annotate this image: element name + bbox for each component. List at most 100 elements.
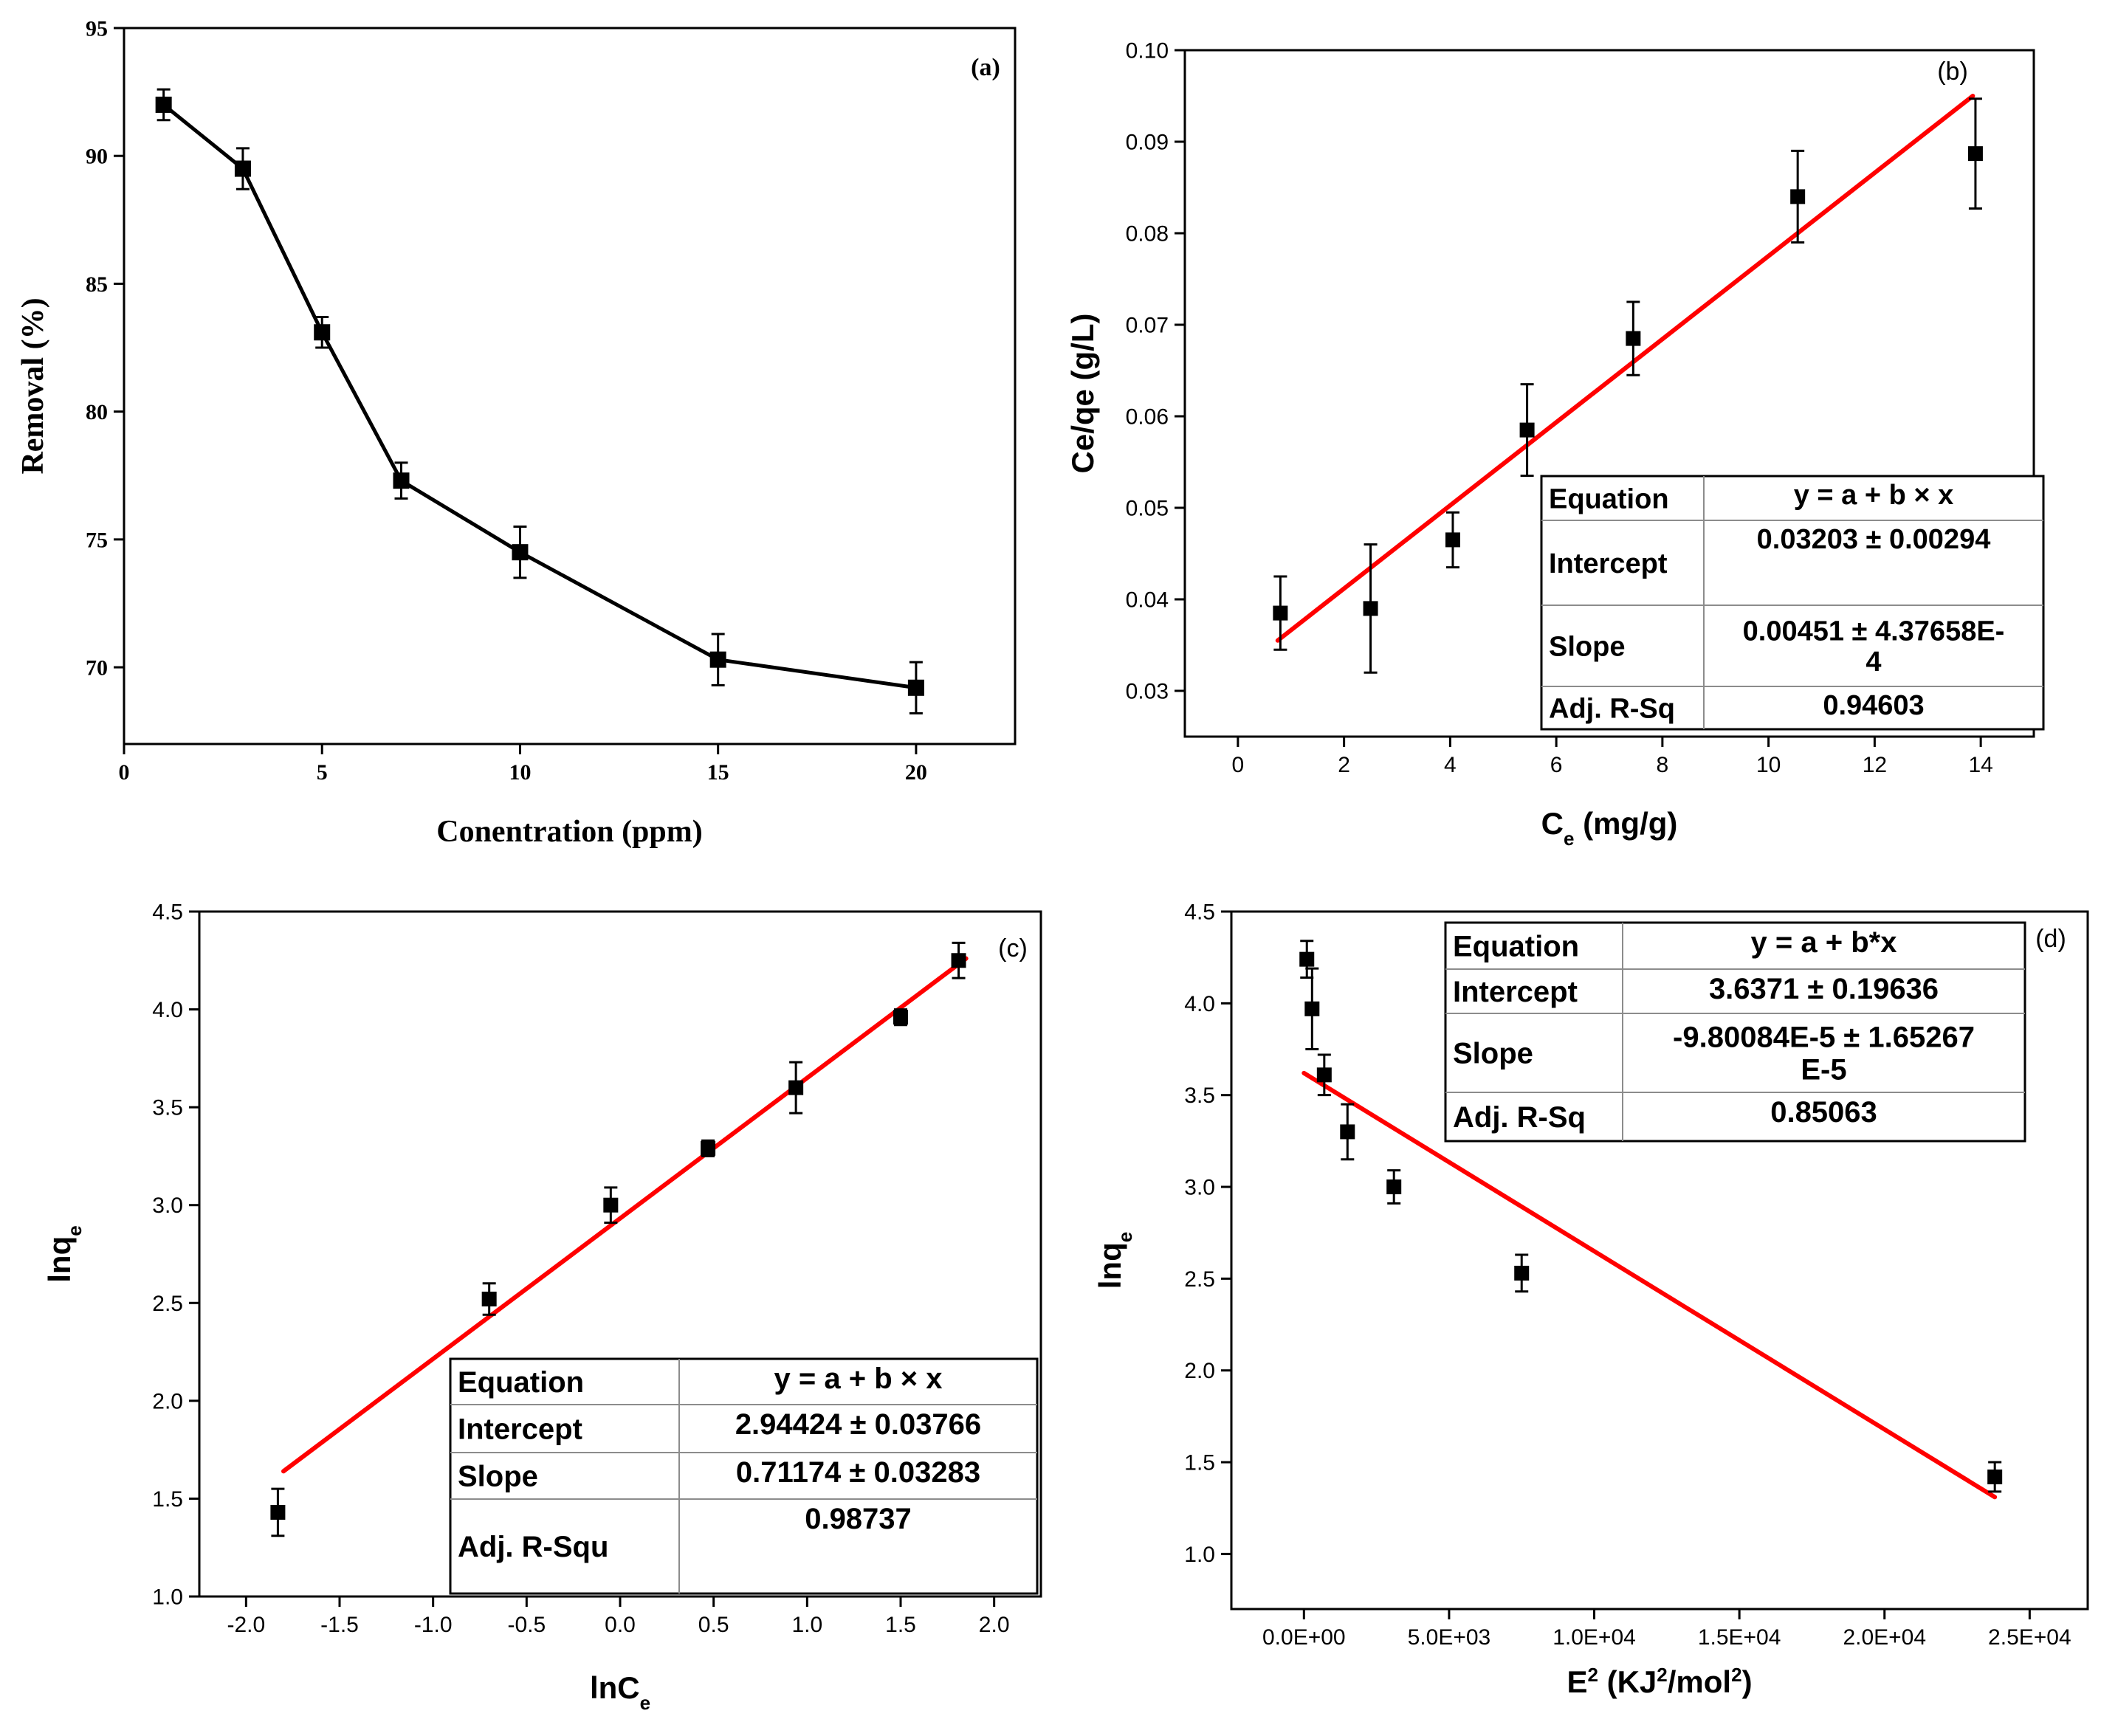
data-point-b bbox=[1273, 605, 1288, 621]
fit-table-value-line-d: E-5 bbox=[1801, 1054, 1846, 1086]
y-tick-label-d: 3.0 bbox=[1184, 1176, 1215, 1200]
y-tick-label-a: 90 bbox=[86, 145, 108, 169]
x-tick-label-c: 1.0 bbox=[791, 1613, 822, 1637]
x-tick-label-b: 12 bbox=[1863, 753, 1887, 777]
fit-table-value-line-d: y = a + b*x bbox=[1751, 926, 1897, 959]
chart-panel-c: -2.0 -1.5 -1.0 -0.5 0.0 0.5 1.0 1.5 2.0 1.0 1.5 2.0… bbox=[42, 900, 1042, 1714]
plot-frame-d bbox=[1230, 910, 2089, 1611]
y-axis-title-c-main: lnq bbox=[42, 1236, 77, 1283]
fit-table-key-c: Adj. R-Squ bbox=[458, 1531, 608, 1563]
x-tick-label-b: 4 bbox=[1444, 753, 1457, 777]
x-axis-title-d-superscript: 2 bbox=[1657, 1664, 1667, 1686]
fit-table-value-line-b: 0.94603 bbox=[1823, 690, 1924, 721]
fit-table-value-c: 0.71174 ± 0.03283 bbox=[736, 1456, 980, 1489]
x-tick-label-c: -1.5 bbox=[320, 1613, 359, 1637]
fit-table-value-b: 0.03203 ± 0.00294 bbox=[1757, 524, 1991, 555]
y-tick-label-b: 0.07 bbox=[1126, 314, 1169, 338]
fit-table-value-b: 0.00451 ± 4.37658E-4 bbox=[1743, 616, 2005, 678]
x-axis-title-b: Ce (mg/g) bbox=[1541, 806, 1678, 850]
y-axis-title-b: Ce/qe (g/L) bbox=[1065, 314, 1100, 474]
fit-line-c bbox=[281, 956, 969, 1474]
y-tick-label-b: 0.06 bbox=[1126, 405, 1169, 430]
plot-area-b: 0 2 4 6 8 10 12 14 0.03 0.04 0.05 0.06 0.07 0.08 0.09 0… bbox=[1126, 39, 2035, 777]
y-axis-title-c-sub: e bbox=[63, 1225, 86, 1236]
fit-table-value-c: y = a + b × x bbox=[774, 1363, 943, 1395]
chart-panel-b: 0 2 4 6 8 10 12 14 0.03 0.04 0.05 0.06 0.07 0.08 0.09 0… bbox=[1065, 39, 2045, 850]
data-point-b bbox=[1519, 422, 1535, 438]
fit-table-value-d: 0.85063 bbox=[1770, 1096, 1877, 1129]
fit-table-key-d: Adj. R-Sq bbox=[1453, 1101, 1586, 1134]
data-point-d bbox=[1987, 1469, 2003, 1484]
fit-table-d: Equation y = a + b*x Intercept 3.6371 ± 0.1… bbox=[1444, 921, 2026, 1143]
y-tick-label-d: 2.5 bbox=[1184, 1267, 1215, 1292]
panel-label-c: (c) bbox=[998, 934, 1028, 962]
y-tick-label-c: 3.5 bbox=[152, 1096, 183, 1120]
fit-table-value-d: -9.80084E-5 ± 1.65267 E-5 bbox=[1673, 1022, 1975, 1086]
y-tick-label-c: 3.0 bbox=[152, 1194, 183, 1218]
x-tick-label-d: 5.0E+03 bbox=[1408, 1625, 1491, 1650]
data-point-c bbox=[481, 1291, 497, 1306]
x-axis-title-c-main: lnC bbox=[590, 1670, 640, 1705]
data-point-b bbox=[1967, 146, 1983, 162]
fit-table-value-line-d: 3.6371 ± 0.19636 bbox=[1709, 973, 1939, 1005]
x-tick-label-b: 6 bbox=[1550, 753, 1563, 777]
fit-table-value-line-b: 0.00451 ± 4.37658E- bbox=[1743, 616, 2005, 647]
y-tick-label-a: 70 bbox=[86, 656, 108, 681]
data-point-a bbox=[314, 324, 331, 341]
x-axis-title-d-superscript: 2 bbox=[1587, 1664, 1598, 1686]
data-point-c bbox=[893, 1010, 908, 1025]
fit-table-value-line-c: y = a + b × x bbox=[774, 1363, 943, 1395]
x-tick-label-a: 5 bbox=[317, 760, 328, 785]
x-axis-title-a: Conentration (ppm) bbox=[436, 815, 703, 849]
data-point-b bbox=[1363, 601, 1378, 616]
y-tick-label-b: 0.03 bbox=[1126, 680, 1169, 704]
plot-area-a: 0 5 10 15 20 70 75 80 85 90 95 bbox=[86, 17, 1017, 785]
x-axis-title-d-text: E bbox=[1567, 1664, 1587, 1699]
y-axis-title-d-main: lnq bbox=[1093, 1242, 1127, 1289]
fit-table-value-line-d: 0.85063 bbox=[1770, 1096, 1877, 1129]
x-tick-label-a: 10 bbox=[509, 760, 531, 785]
data-point-a bbox=[393, 472, 410, 489]
data-point-d bbox=[1316, 1067, 1332, 1083]
chart-panel-d: 0.0E+00 5.0E+03 1.0E+04 1.5E+04 2.0E+04 2.5E+… bbox=[1093, 900, 2089, 1699]
y-tick-label-c: 2.0 bbox=[152, 1389, 183, 1413]
fit-table-value-d: 3.6371 ± 0.19636 bbox=[1709, 973, 1939, 1005]
fit-table-key-b: Slope bbox=[1549, 631, 1625, 662]
fit-table-value-b: y = a + b × x bbox=[1794, 480, 1954, 511]
series-line-a bbox=[162, 103, 917, 690]
y-tick-label-c: 4.5 bbox=[152, 900, 183, 925]
data-point-a bbox=[234, 160, 251, 177]
plot-frame-a bbox=[123, 27, 1017, 745]
fit-table-value-c: 2.94424 ± 0.03766 bbox=[735, 1408, 981, 1441]
data-point-a bbox=[512, 544, 529, 561]
fit-table-key-d: Equation bbox=[1453, 931, 1579, 963]
fit-table-b: Equation y = a + b × x Intercept 0.03203 ± … bbox=[1540, 475, 2045, 731]
fit-table-value-line-b: 4 bbox=[1866, 647, 1881, 678]
plot-area-d: 0.0E+00 5.0E+03 1.0E+04 1.5E+04 2.0E+04 2.5E+… bbox=[1184, 900, 2089, 1650]
y-tick-label-c: 2.5 bbox=[152, 1292, 183, 1316]
data-point-d bbox=[1304, 1001, 1320, 1016]
y-tick-label-a: 85 bbox=[86, 272, 108, 297]
y-axis-title-d: lnqe bbox=[1093, 1232, 1136, 1289]
x-tick-label-c: 0.5 bbox=[698, 1613, 729, 1637]
x-tick-label-b: 8 bbox=[1657, 753, 1669, 777]
x-axis-title-c-sub: e bbox=[640, 1692, 650, 1714]
data-point-c bbox=[270, 1504, 286, 1520]
fit-table-key-b: Equation bbox=[1549, 483, 1669, 514]
fit-table-key-d: Intercept bbox=[1453, 976, 1578, 1008]
data-point-c bbox=[788, 1080, 804, 1095]
y-tick-label-c: 4.0 bbox=[152, 998, 183, 1022]
y-tick-label-b: 0.04 bbox=[1126, 588, 1169, 613]
data-point-d bbox=[1299, 951, 1315, 967]
y-axis-title-a: Removal (%) bbox=[16, 297, 50, 474]
panel-label-a: (a) bbox=[971, 54, 1000, 81]
x-tick-label-d: 0.0E+00 bbox=[1262, 1625, 1346, 1650]
x-axis-title-d-superscript: 2 bbox=[1731, 1664, 1741, 1686]
x-tick-label-d: 2.0E+04 bbox=[1843, 1625, 1926, 1650]
chart-panel-a: 0 5 10 15 20 70 75 80 85 90 95 (a) Conentration (p… bbox=[16, 17, 1017, 849]
x-tick-label-c: -0.5 bbox=[507, 1613, 546, 1637]
y-tick-label-c: 1.0 bbox=[152, 1585, 183, 1610]
y-tick-label-d: 1.5 bbox=[1184, 1451, 1215, 1475]
data-point-c bbox=[603, 1197, 619, 1213]
x-axis-title-d-text: (KJ bbox=[1598, 1664, 1657, 1699]
